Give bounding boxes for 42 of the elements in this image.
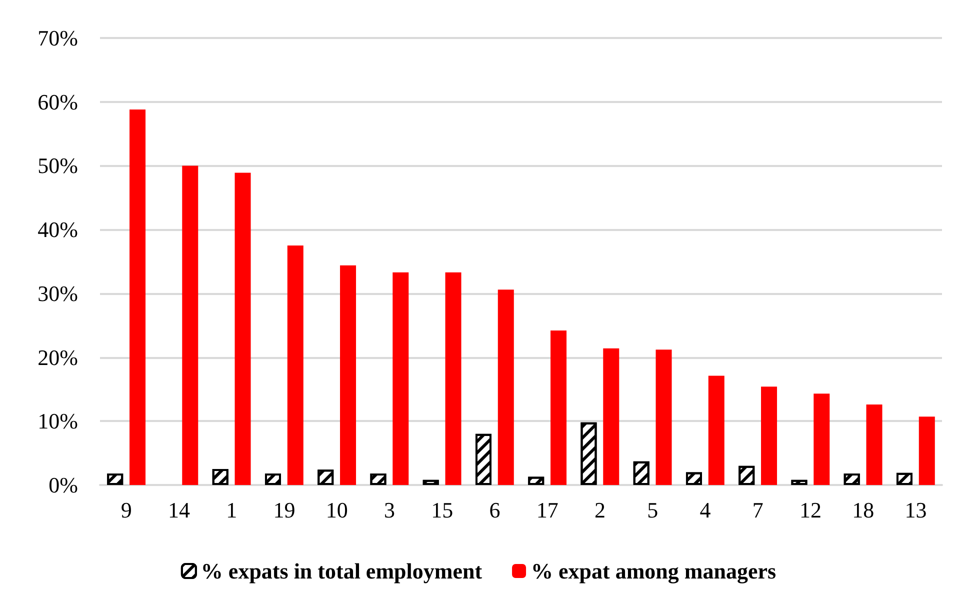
y-tick-label: 0% [48,472,78,498]
bar [392,272,409,485]
x-tick-label: 9 [120,498,132,522]
x-tick-label: 2 [594,498,606,522]
bar [603,348,620,485]
x-tick-label: 15 [431,498,454,522]
x-tick-label: 3 [384,498,395,522]
x-tick-label: 14 [168,498,190,522]
x-tick-label: 5 [647,498,658,522]
y-tick-label: 60% [38,89,78,114]
x-tick-label: 12 [799,498,822,522]
bar [498,290,514,485]
x-tick-label: 18 [852,498,874,522]
y-tick-label: 40% [38,217,78,242]
bar [182,166,198,485]
y-tick-label: 70% [38,26,78,50]
bar [130,110,146,485]
y-tick-label: 30% [38,280,78,306]
x-tick-label: 6 [489,498,500,522]
legend-label: % expat among managers [531,558,777,584]
bar [708,376,724,485]
bar [918,416,935,485]
x-tick-label: 19 [273,498,296,522]
x-tick-label: 1 [226,498,238,522]
y-tick-label: 20% [38,344,78,370]
legend-label: % expats in total employment [200,558,483,584]
bar [656,350,672,485]
bar [761,386,778,485]
bar [814,394,830,485]
bar [445,272,462,485]
bar [287,246,304,485]
x-tick-label: 4 [700,498,711,522]
bar [340,265,356,485]
x-tick-label: 10 [326,498,348,522]
x-tick-label: 13 [904,498,927,522]
x-tick-label: 17 [536,498,558,522]
y-tick-label: 50% [38,153,78,178]
y-tick-label: 10% [38,408,78,434]
bar [550,330,567,485]
x-tick-label: 7 [752,498,764,522]
bar [234,172,251,485]
bar [866,404,882,485]
